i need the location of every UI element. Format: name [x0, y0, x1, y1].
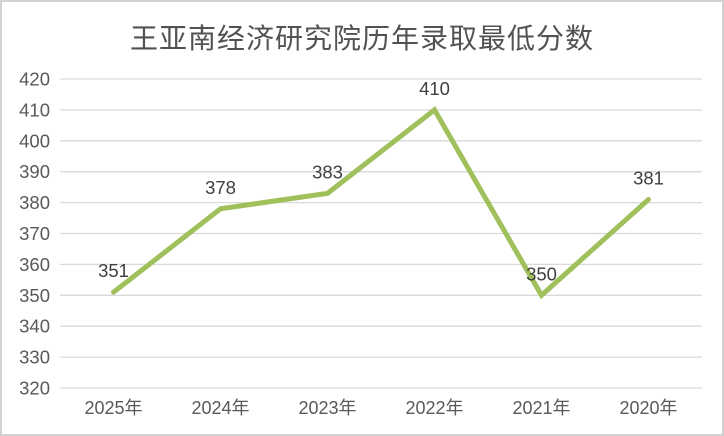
- data-point-label: 378: [205, 177, 236, 198]
- x-axis-tick-label: 2025年: [84, 398, 142, 418]
- y-axis-tick-label: 370: [19, 223, 50, 244]
- data-point-label: 350: [526, 263, 557, 284]
- y-axis-tick-label: 320: [19, 378, 50, 399]
- y-axis-tick-label: 360: [19, 254, 50, 275]
- x-axis-tick-label: 2022年: [405, 398, 463, 418]
- y-axis-tick-label: 330: [19, 347, 50, 368]
- chart-title: 王亚南经济研究院历年录取最低分数: [129, 22, 594, 55]
- y-axis-tick-label: 350: [19, 285, 50, 306]
- x-axis-tick-label: 2020年: [619, 398, 677, 418]
- data-point-label: 381: [633, 168, 664, 189]
- y-axis-tick-label: 390: [19, 161, 50, 182]
- y-axis-tick-label: 410: [19, 99, 50, 120]
- y-axis-tick-label: 380: [19, 192, 50, 213]
- y-axis-tick-label: 400: [19, 130, 50, 151]
- x-axis-tick-label: 2021年: [512, 398, 570, 418]
- data-point-label: 410: [419, 78, 450, 99]
- y-axis-tick-label: 420: [19, 69, 50, 90]
- series-line: [111, 106, 651, 300]
- x-axis-tick-label: 2023年: [298, 398, 356, 418]
- data-point-label: 351: [98, 260, 129, 281]
- x-axis-tick-label: 2024年: [191, 398, 249, 418]
- y-axis-tick-label: 340: [19, 316, 50, 337]
- data-point-label: 383: [312, 161, 343, 182]
